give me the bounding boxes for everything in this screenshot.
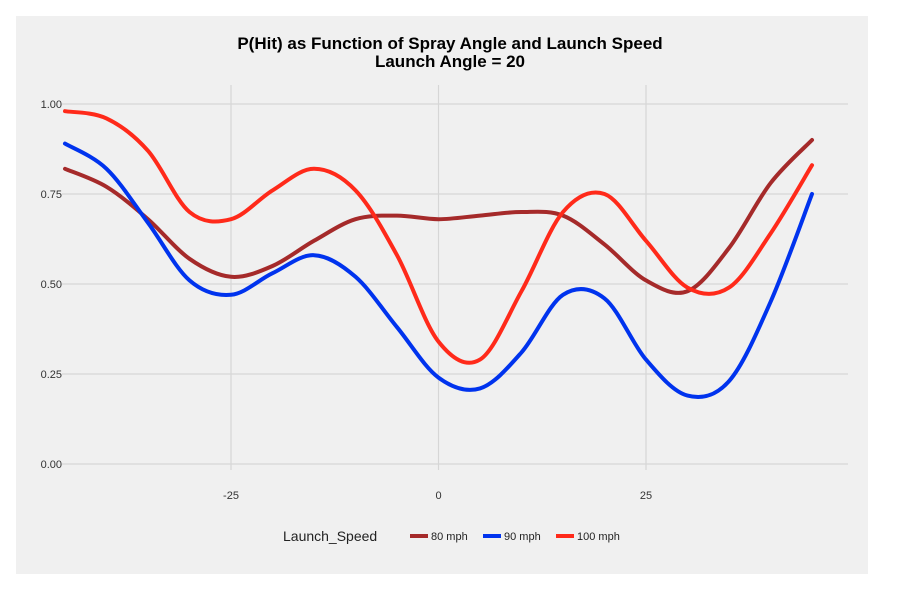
x-tick-label: -25 bbox=[223, 490, 239, 502]
y-tick-label: 0.75 bbox=[41, 189, 62, 201]
series-line-90-mph bbox=[63, 141, 814, 400]
plot-panel bbox=[16, 16, 868, 574]
y-tick-label: 0.00 bbox=[41, 459, 62, 471]
series-line-80-mph bbox=[63, 138, 814, 295]
legend-label: 90 mph bbox=[504, 531, 541, 543]
chart-title: P(Hit) as Function of Spray Angle and La… bbox=[237, 34, 663, 53]
chart-subtitle: Launch Angle = 20 bbox=[374, 52, 526, 71]
legend-label: 80 mph bbox=[431, 531, 468, 543]
legend-title: Launch_Speed bbox=[283, 528, 377, 544]
legend-label: 100 mph bbox=[577, 531, 620, 543]
x-tick-label: 25 bbox=[640, 490, 652, 502]
y-tick-label: 0.50 bbox=[41, 279, 62, 291]
y-tick-label: 0.25 bbox=[41, 369, 62, 381]
y-tick-label: 1.00 bbox=[41, 99, 62, 111]
x-tick-label: 0 bbox=[435, 490, 441, 502]
series-line-100-mph bbox=[63, 109, 814, 365]
